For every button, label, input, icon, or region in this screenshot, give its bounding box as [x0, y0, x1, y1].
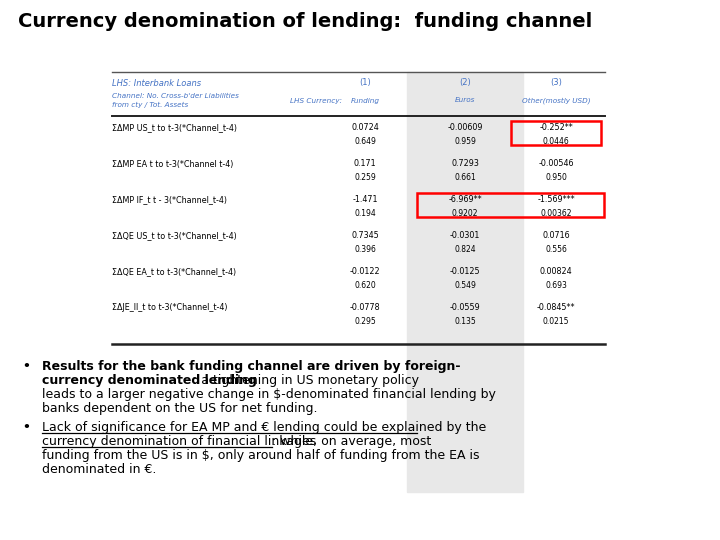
Text: -0.0845**: -0.0845** [536, 303, 575, 313]
Text: •: • [22, 360, 30, 373]
Text: ΣΔMP EA t to t-3(*Channel t-4): ΣΔMP EA t to t-3(*Channel t-4) [112, 159, 233, 168]
Text: Results for the bank funding channel are driven by foreign-: Results for the bank funding channel are… [42, 360, 461, 373]
Text: -0.0122: -0.0122 [350, 267, 380, 276]
Text: Euros: Euros [455, 98, 475, 104]
Text: 0.693: 0.693 [545, 280, 567, 289]
Text: -6.969**: -6.969** [448, 195, 482, 205]
Text: 0.0446: 0.0446 [543, 137, 570, 145]
Text: 0.194: 0.194 [354, 208, 376, 218]
Text: Funding: Funding [351, 98, 379, 104]
Text: 0.556: 0.556 [545, 245, 567, 253]
Bar [417, 193, 604, 217]
Text: (2): (2) [459, 78, 471, 87]
Text: 0.135: 0.135 [454, 316, 476, 326]
Text: LHS Currency:: LHS Currency: [290, 98, 342, 104]
Text: : a tightening in US monetary policy: : a tightening in US monetary policy [193, 374, 419, 387]
Text: 0.259: 0.259 [354, 172, 376, 181]
Text: 0.0716: 0.0716 [542, 232, 570, 240]
Text: banks dependent on the US for net funding.: banks dependent on the US for net fundin… [42, 402, 318, 415]
Text: -0.00609: -0.00609 [447, 124, 482, 132]
Text: 0.0724: 0.0724 [351, 124, 379, 132]
Text: 0.950: 0.950 [545, 172, 567, 181]
Text: -0.0778: -0.0778 [350, 303, 380, 313]
Text: 0.00362: 0.00362 [540, 208, 572, 218]
Text: ΣΔQE EA_t to t-3(*Channel_t-4): ΣΔQE EA_t to t-3(*Channel_t-4) [112, 267, 236, 276]
Text: Currency denomination of lending:  funding channel: Currency denomination of lending: fundin… [18, 12, 593, 31]
Text: ΣΔJE_II_t to t-3(*Channel_t-4): ΣΔJE_II_t to t-3(*Channel_t-4) [112, 303, 228, 313]
Text: -0.0301: -0.0301 [450, 232, 480, 240]
Text: ΣΔMP IF_t t - 3(*Channel_t-4): ΣΔMP IF_t t - 3(*Channel_t-4) [112, 195, 227, 205]
Text: 0.295: 0.295 [354, 316, 376, 326]
Text: 0.171: 0.171 [354, 159, 377, 168]
Text: (1): (1) [359, 78, 371, 87]
Text: 0.649: 0.649 [354, 137, 376, 145]
Text: 0.7293: 0.7293 [451, 159, 479, 168]
Text: 0.549: 0.549 [454, 280, 476, 289]
Text: -0.00546: -0.00546 [539, 159, 574, 168]
Text: (3): (3) [550, 78, 562, 87]
Text: 0.00824: 0.00824 [540, 267, 572, 276]
Text: -0.0559: -0.0559 [449, 303, 480, 313]
Text: •: • [22, 421, 30, 434]
Text: leads to a larger negative change in $-denominated financial lending by: leads to a larger negative change in $-d… [42, 388, 496, 401]
Text: denominated in €.: denominated in €. [42, 463, 156, 476]
Bar [407, 72, 523, 492]
Text: -1.569***: -1.569*** [537, 195, 575, 205]
Text: Other(mostly USD): Other(mostly USD) [522, 97, 590, 104]
Text: -0.252**: -0.252** [539, 124, 573, 132]
Text: Channel: No. Cross-b'der Liabilities: Channel: No. Cross-b'der Liabilities [112, 93, 239, 99]
Text: 0.620: 0.620 [354, 280, 376, 289]
Text: currency denominated lending: currency denominated lending [42, 374, 257, 387]
Text: 0.824: 0.824 [454, 245, 476, 253]
Text: -1.471: -1.471 [352, 195, 378, 205]
Text: 0.7345: 0.7345 [351, 232, 379, 240]
Text: 0.9202: 0.9202 [451, 208, 478, 218]
Text: Lack of significance for EA MP and € lending could be explained by the: Lack of significance for EA MP and € len… [42, 421, 486, 434]
Text: ΣΔMP US_t to t-3(*Channel_t-4): ΣΔMP US_t to t-3(*Channel_t-4) [112, 124, 237, 132]
Text: ΣΔQE US_t to t-3(*Channel_t-4): ΣΔQE US_t to t-3(*Channel_t-4) [112, 232, 237, 240]
Text: from cty / Tot. Assets: from cty / Tot. Assets [112, 102, 188, 108]
Text: : while, on average, most: : while, on average, most [272, 435, 431, 448]
Text: 0.661: 0.661 [454, 172, 476, 181]
Text: funding from the US is in $, only around half of funding from the EA is: funding from the US is in $, only around… [42, 449, 480, 462]
Text: currency denomination of financial linkages: currency denomination of financial linka… [42, 435, 316, 448]
Text: -0.0125: -0.0125 [450, 267, 480, 276]
Text: LHS: Interbank Loans: LHS: Interbank Loans [112, 78, 201, 87]
Bar [511, 121, 601, 145]
Text: 0.396: 0.396 [354, 245, 376, 253]
Text: 0.959: 0.959 [454, 137, 476, 145]
Text: 0.0215: 0.0215 [543, 316, 570, 326]
